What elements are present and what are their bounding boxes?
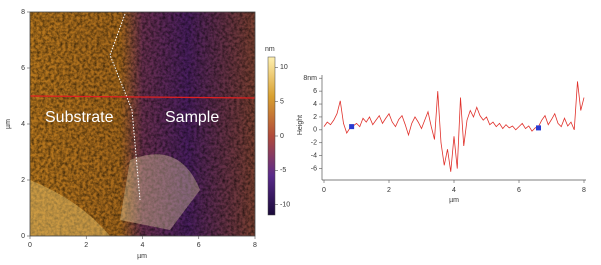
y-tick-label: -4 xyxy=(311,152,317,159)
colorbar-tick-label: -5 xyxy=(280,167,286,174)
x-tick-label: 2 xyxy=(387,187,391,194)
cursor-marker xyxy=(536,125,541,131)
colorbar-tick-label: 0 xyxy=(280,133,284,140)
y-tick-label: 8nm xyxy=(303,75,317,82)
annotation: Sample xyxy=(165,109,219,126)
x-tick-label: 4 xyxy=(452,187,456,194)
annotation: Substrate xyxy=(45,109,114,126)
x-tick-label: 4 xyxy=(141,242,145,249)
profile-line xyxy=(323,81,585,172)
colorbar xyxy=(267,56,276,216)
y-tick-label: -6 xyxy=(311,165,317,172)
afm-image: Substrate Sample xyxy=(29,11,256,237)
afm-bright-region xyxy=(120,154,200,230)
y-tick-label: 6 xyxy=(21,65,25,72)
colorbar-tick-label: 5 xyxy=(280,98,284,105)
y-tick-label: 8 xyxy=(21,9,25,16)
y-tick-label: 4 xyxy=(21,121,25,128)
boundary-line xyxy=(109,13,141,201)
y-axis-label: µm xyxy=(5,119,12,129)
colorbar-tick-label: -10 xyxy=(280,202,290,209)
x-tick-label: 6 xyxy=(197,242,201,249)
y-tick-label: -2 xyxy=(311,140,317,147)
y-axis-label: Height xyxy=(297,115,304,135)
x-tick-label: 6 xyxy=(517,187,521,194)
y-tick-label: 0 xyxy=(21,233,25,240)
x-axis-label: µm xyxy=(449,197,459,204)
colorbar-tick-label: 10 xyxy=(280,64,288,71)
colorbar-label: nm xyxy=(265,46,275,53)
afm-bright-region xyxy=(30,180,110,236)
y-tick-label: 4 xyxy=(313,101,317,108)
x-tick-label: 0 xyxy=(28,242,32,249)
x-axis-label: µm xyxy=(137,253,147,260)
y-tick-label: 6 xyxy=(313,88,317,95)
x-tick-label: 8 xyxy=(582,187,586,194)
x-tick-label: 2 xyxy=(84,242,88,249)
afm-texture xyxy=(30,12,255,236)
y-tick-label: 2 xyxy=(313,114,317,121)
x-tick-label: 0 xyxy=(322,187,326,194)
profile-line xyxy=(29,95,256,99)
x-tick-label: 8 xyxy=(253,242,257,249)
y-tick-label: 0 xyxy=(313,127,317,134)
cursor-marker xyxy=(349,124,355,130)
y-tick-label: 2 xyxy=(21,177,25,184)
